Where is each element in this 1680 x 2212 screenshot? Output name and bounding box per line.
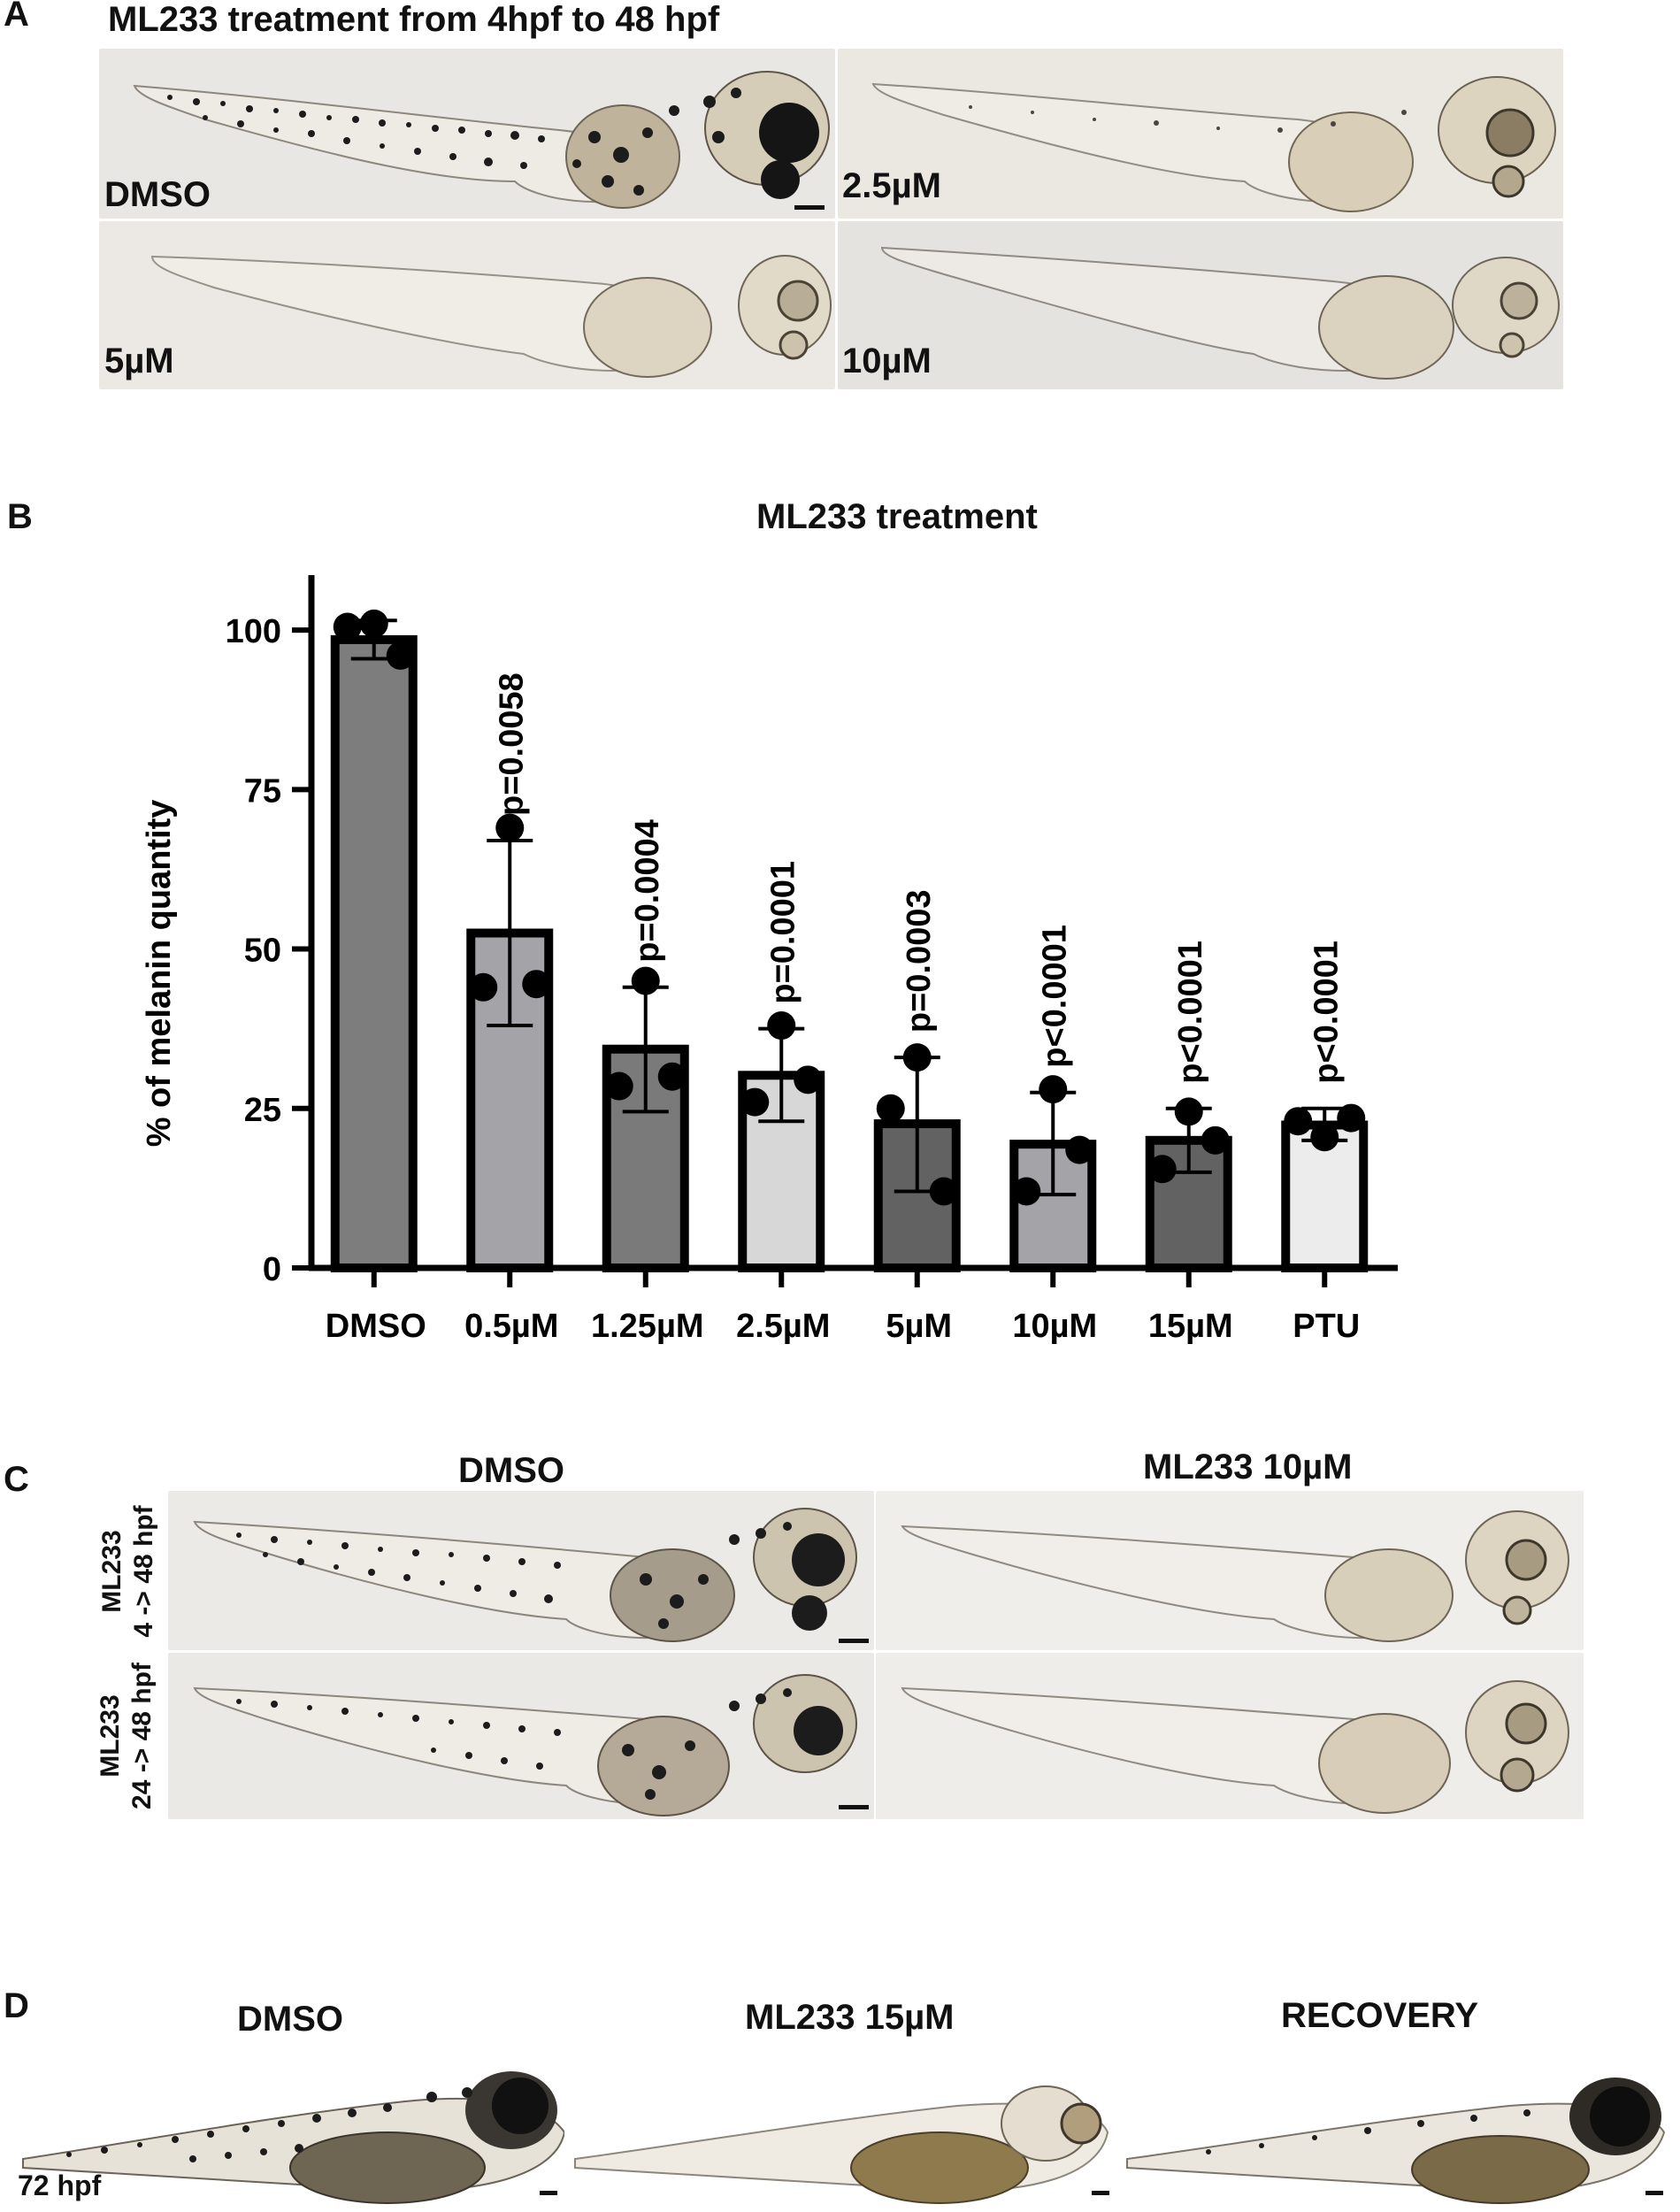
- panel-a-label-dmso: DMSO: [104, 175, 211, 214]
- data-point: [1337, 1103, 1366, 1133]
- data-point: [1012, 1177, 1041, 1206]
- x-tick-label: 10µM: [1012, 1308, 1097, 1345]
- panel-c-col-header-ml233: ML233 10µM: [1143, 1448, 1353, 1486]
- p-value-label: p<0.0001: [1036, 925, 1073, 1068]
- bar: [330, 634, 418, 1273]
- data-point: [876, 1094, 905, 1123]
- data-point: [657, 1062, 687, 1091]
- data-point: [333, 612, 362, 641]
- panel-c-row-label-2-line1: ML233: [96, 1694, 125, 1778]
- panel-c-image-dmso-4-48: [168, 1491, 874, 1650]
- panel-d-col-header-dmso: DMSO: [237, 2000, 343, 2039]
- panel-a-label-2-5um: 2.5µM: [842, 166, 941, 205]
- panel-c-image-ml233-24-48: [876, 1653, 1584, 1819]
- data-point: [522, 970, 551, 999]
- x-tick-label: 1.25µM: [591, 1308, 704, 1345]
- panel-d-corner-label: 72 hpf: [18, 2170, 102, 2201]
- panel-d-letter: D: [4, 1986, 29, 2025]
- panel-d-scalebar-1: [540, 2191, 557, 2195]
- data-point: [1310, 1123, 1339, 1152]
- panel-d-image-ml233: [568, 2044, 1116, 2208]
- panel-c-row-label-1-line1: ML233: [97, 1530, 127, 1613]
- p-value-label: p=0.0058: [493, 672, 530, 816]
- y-tick-label: 50: [244, 933, 281, 970]
- panel-d-col-header-ml233: ML233 15µM: [745, 1998, 955, 2037]
- panel-a-image-5um: [99, 221, 835, 389]
- data-point: [767, 1011, 796, 1041]
- x-tick-label: DMSO: [326, 1308, 426, 1345]
- panel-d-scalebar-2: [1092, 2191, 1109, 2195]
- data-point: [604, 1071, 633, 1101]
- panel-b-letter: B: [7, 497, 33, 536]
- x-tick-label: PTU: [1293, 1308, 1360, 1345]
- data-point: [929, 1177, 958, 1206]
- data-point: [1039, 1075, 1068, 1104]
- y-tick-label: 75: [244, 772, 281, 810]
- panel-c-row-label-2-line2: 24 -> 48 hpf: [127, 1663, 157, 1809]
- data-point: [1284, 1107, 1313, 1136]
- panel-c-image-ml233-4-48: [876, 1491, 1584, 1650]
- panel-c-row-label-2: ML233 24 -> 48 hpf: [95, 1643, 158, 1829]
- y-tick-label: 100: [226, 613, 281, 650]
- panel-a-label-5um: 5µM: [104, 342, 174, 380]
- y-axis-label: % of melanin quantity: [141, 800, 178, 1148]
- data-point: [1174, 1097, 1203, 1126]
- chart-title: ML233 treatment: [756, 497, 1038, 536]
- panel-a-image-2-5um: [838, 49, 1563, 219]
- data-point: [495, 813, 525, 842]
- data-point: [740, 1087, 770, 1117]
- panel-a-image-dmso: [99, 49, 835, 219]
- panel-a-letter: A: [4, 0, 29, 34]
- x-tick-label: 0.5µM: [464, 1308, 558, 1345]
- data-point: [794, 1065, 823, 1094]
- panel-c-scalebar-1: [839, 1639, 869, 1643]
- y-tick-label: 25: [244, 1092, 281, 1129]
- data-point: [1201, 1125, 1230, 1155]
- panel-a-title: ML233 treatment from 4hpf to 48 hpf: [108, 0, 720, 39]
- data-point: [359, 609, 388, 638]
- data-point: [631, 966, 660, 995]
- panel-d-image-dmso: [16, 2044, 564, 2208]
- panel-a-scalebar-1: [794, 205, 825, 210]
- panel-d-scalebar-3: [1645, 2191, 1663, 2195]
- data-point: [469, 972, 498, 1002]
- x-tick-label: 15µM: [1148, 1308, 1233, 1345]
- panel-c-row-label-1: ML233 4 -> 48 hpf: [96, 1492, 160, 1651]
- y-tick-label: 0: [263, 1251, 281, 1288]
- panel-c-letter: C: [4, 1460, 29, 1499]
- panel-a-label-10um: 10µM: [842, 342, 932, 380]
- bar-chart: 0 25 50 75 100 % of melanin quantity DMSO 0.5µM…: [141, 575, 1398, 1345]
- panel-d-col-header-recovery: RECOVERY: [1281, 1996, 1479, 2035]
- panel-c-row-label-1-line2: 4 -> 48 hpf: [129, 1505, 158, 1638]
- panel-c-scalebar-2: [839, 1805, 869, 1809]
- data-point: [386, 641, 415, 670]
- p-value-label: p=0.0001: [764, 861, 802, 1004]
- p-value-label: p<0.0001: [1172, 941, 1209, 1084]
- data-point: [1065, 1135, 1094, 1164]
- p-value-label: p=0.0003: [901, 889, 938, 1033]
- data-point: [1147, 1155, 1177, 1184]
- panel-c-image-dmso-24-48: [168, 1653, 874, 1819]
- p-value-label: p=0.0004: [629, 819, 666, 963]
- x-tick-label: 5µM: [886, 1308, 952, 1345]
- panel-a-image-10um: [838, 221, 1563, 389]
- panel-d-image-recovery: [1120, 2044, 1668, 2208]
- panel-c-col-header-dmso: DMSO: [458, 1451, 564, 1490]
- data-point: [902, 1043, 932, 1072]
- x-tick-label: 2.5µM: [736, 1308, 830, 1345]
- p-value-label: p<0.0001: [1308, 941, 1345, 1084]
